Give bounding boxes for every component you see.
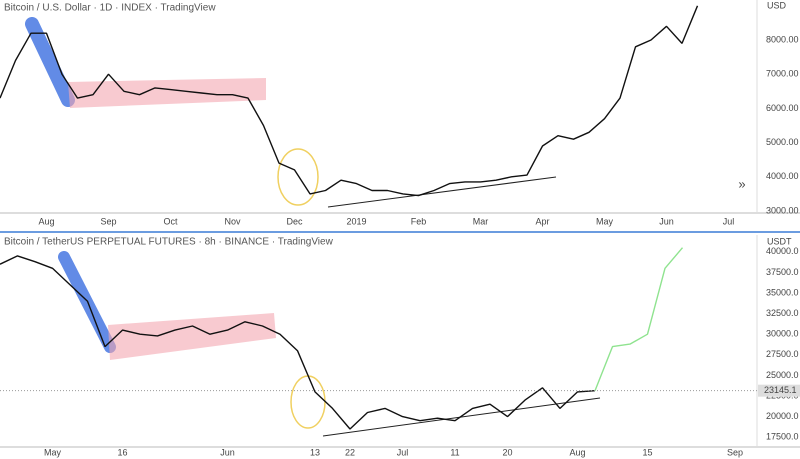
x-tick-label: Jun [659,216,674,226]
chart-title: Bitcoin / TetherUS PERPETUAL FUTURES · 8… [4,237,334,248]
chart-title: Bitcoin / U.S. Dollar · 1D · INDEX · Tra… [4,3,216,14]
x-tick-label: 11 [450,447,459,457]
y-tick-label: 27500.0 [766,349,799,359]
x-tick-label: May [44,447,62,457]
x-tick-label: 2019 [346,216,366,226]
x-tick-label: Nov [224,216,241,226]
y-tick-label: 6000.00 [766,103,799,113]
y-tick-label: 7000.00 [766,69,799,79]
highlight-circle [290,375,326,429]
price-line [0,255,596,430]
axis-unit[interactable]: USD [767,0,787,10]
x-tick-label: Feb [411,216,427,226]
price-line [0,5,699,197]
x-tick-label: Oct [163,216,178,226]
range-box [108,313,276,360]
y-tick-label: 4000.00 [766,171,799,181]
y-tick-label: 25000.0 [766,370,799,380]
y-tick-label: 30000.0 [766,329,799,339]
y-tick-label: 20000.0 [766,411,799,421]
y-tick-label: 17500.0 [766,432,799,442]
x-tick-label: Jun [220,447,235,457]
x-tick-label: Jul [397,447,409,457]
x-tick-label: Mar [473,216,489,226]
highlight-circle [277,148,319,206]
y-tick-label: 37500.0 [766,267,799,277]
last-price-label: 23145.1 [764,385,797,395]
x-tick-label: 13 [310,447,320,457]
x-tick-label: 15 [642,447,652,457]
x-tick-label: Sep [727,447,743,457]
y-tick-label: 32500.0 [766,308,799,318]
y-tick-label: 5000.00 [766,137,799,147]
x-tick-label: Aug [38,216,54,226]
x-tick-label: 22 [345,447,355,457]
y-tick-label: 35000.0 [766,287,799,297]
last-price-box [758,384,800,397]
x-tick-label: 16 [117,447,127,457]
trend-line [327,176,557,208]
x-tick-label: May [596,216,614,226]
range-box [68,78,266,108]
x-tick-label: Aug [569,447,585,457]
x-tick-label: Sep [100,216,116,226]
x-tick-label: 20 [502,447,512,457]
axis-unit[interactable]: USDT [767,236,792,246]
scroll-button[interactable]: » [738,176,745,191]
highlight-stroke [25,17,75,107]
x-tick-label: Apr [535,216,549,226]
x-tick-label: Jul [723,216,735,226]
y-tick-label: 3000.00 [766,205,799,215]
trend-line [322,397,601,437]
y-tick-label: 8000.00 [766,34,799,44]
y-tick-label: 40000.0 [766,246,799,256]
price-line [594,247,684,391]
x-tick-label: Dec [286,216,303,226]
highlight-stroke [58,251,116,353]
